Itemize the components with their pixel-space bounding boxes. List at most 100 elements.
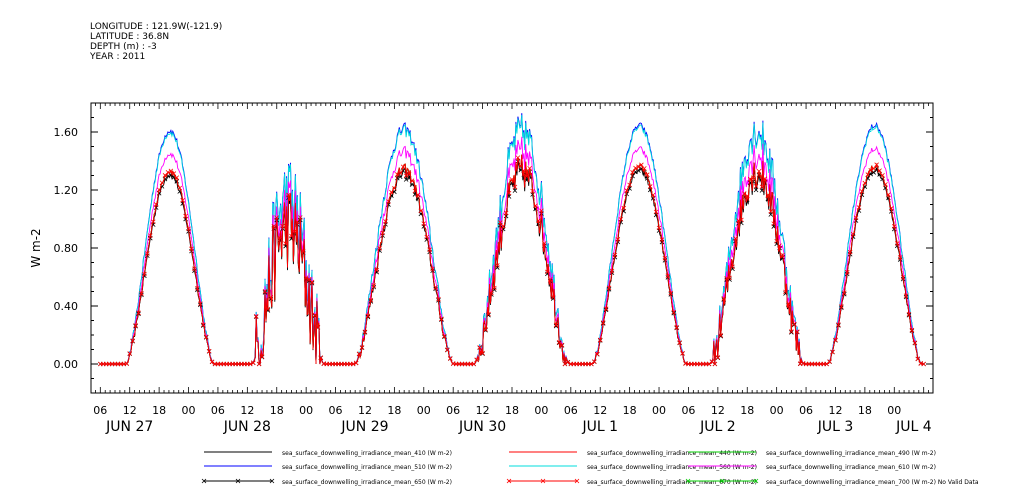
x-hour-label: 00 xyxy=(652,404,666,417)
x-hour-label: 18 xyxy=(505,404,519,417)
series-marker-8 xyxy=(356,351,362,357)
series-marker-8 xyxy=(874,162,879,167)
y-tick-label: 0.40 xyxy=(54,300,79,313)
series-marker-8 xyxy=(486,311,491,317)
series-marker-8 xyxy=(906,311,912,317)
legend-label-7: sea_surface_downwelling_irradiance_mean_… xyxy=(282,479,452,486)
series-marker-8 xyxy=(730,264,735,270)
series-marker-8 xyxy=(606,285,612,291)
series-marker-8 xyxy=(436,296,441,302)
series-marker-8 xyxy=(630,170,635,175)
series-marker-8 xyxy=(248,361,253,367)
year-label: YEAR : 2011 xyxy=(90,52,146,62)
series-marker-8 xyxy=(395,172,400,177)
x-hour-label: 18 xyxy=(387,404,401,417)
series-marker-8 xyxy=(303,275,309,280)
x-date-label: JUL 3 xyxy=(817,419,854,435)
series-marker-8 xyxy=(521,168,527,173)
series-marker-7 xyxy=(871,170,876,175)
x-date-label: JUN 28 xyxy=(223,419,271,435)
series-marker-8 xyxy=(662,256,668,261)
series-marker-8 xyxy=(209,359,215,365)
series-marker-8 xyxy=(533,203,538,208)
series-marker-8 xyxy=(377,246,382,251)
series-marker-8 xyxy=(280,223,285,229)
x-hour-label: 00 xyxy=(417,404,431,417)
y-tick-label: 1.20 xyxy=(54,184,79,197)
legend: sea_surface_downwelling_irradiance_mean_… xyxy=(201,450,979,486)
series-marker-8 xyxy=(827,359,832,364)
series-marker-8 xyxy=(289,233,294,239)
series-marker-8 xyxy=(474,357,479,363)
series-marker-8 xyxy=(886,192,891,197)
series-marker-8 xyxy=(195,285,200,291)
x-hour-label: 18 xyxy=(623,404,637,417)
longitude-label: LONGITUDE : 121.9W(-121.9) xyxy=(90,22,223,32)
series-marker-8 xyxy=(771,221,776,226)
x-date-label: JUL 1 xyxy=(581,419,618,435)
series-marker-8 xyxy=(912,340,918,346)
series-marker-8 xyxy=(503,210,509,216)
x-hour-label: 06 xyxy=(564,404,578,417)
series-marker-8 xyxy=(292,229,297,234)
legend-label-4: sea_surface_downwelling_irradiance_mean_… xyxy=(282,464,452,471)
series-marker-8 xyxy=(365,313,371,319)
series-marker-8 xyxy=(750,175,756,180)
x-hour-label: 00 xyxy=(299,404,313,417)
series-marker-8 xyxy=(350,361,356,367)
series-marker-8 xyxy=(530,188,535,194)
series-marker-8 xyxy=(315,324,321,330)
series-marker-7 xyxy=(403,177,409,182)
x-hour-label: 12 xyxy=(358,404,372,417)
series-marker-8 xyxy=(742,191,747,196)
series-marker-8 xyxy=(177,185,182,191)
series-marker-8 xyxy=(844,269,850,275)
series-marker-8 xyxy=(753,183,759,189)
series-marker-8 xyxy=(774,238,779,244)
series-marker-8 xyxy=(318,355,324,360)
series-marker-8 xyxy=(133,323,138,328)
series-marker-8 xyxy=(627,182,632,188)
series-marker-8 xyxy=(312,312,318,318)
x-date-label: JUN 29 xyxy=(340,419,388,435)
series-marker-7 xyxy=(630,173,635,179)
series-marker-8 xyxy=(880,172,885,178)
series-marker-8 xyxy=(789,329,794,334)
y-axis-label: W m-2 xyxy=(29,228,43,267)
series-marker-7 xyxy=(174,179,180,184)
series-marker-7 xyxy=(644,176,650,181)
series-marker-8 xyxy=(206,348,212,354)
series-marker-8 xyxy=(180,198,185,203)
y-tick-label: 0.80 xyxy=(54,242,79,255)
series-marker-8 xyxy=(512,184,518,190)
series-marker-8 xyxy=(295,219,300,225)
series-marker-8 xyxy=(709,359,715,364)
series-marker-8 xyxy=(653,209,659,215)
series-marker-8 xyxy=(833,337,838,343)
series-marker-8 xyxy=(536,218,541,223)
axes-layer: 0.00 0.40 0.80 1.20 1.60 W m-2 06 12 18 00 06 12 18 0… xyxy=(29,102,934,435)
series-marker-8 xyxy=(656,225,662,231)
series-marker-8 xyxy=(909,327,915,333)
legend-label-3: sea_surface_downwelling_irradiance_mean_… xyxy=(766,450,936,457)
series-marker-8 xyxy=(853,215,859,221)
series-marker-8 xyxy=(615,237,621,242)
series-marker-8 xyxy=(594,351,600,357)
series-marker-8 xyxy=(624,188,629,193)
series-marker-8 xyxy=(733,236,738,241)
series-marker-8 xyxy=(794,329,800,334)
series-marker-8 xyxy=(842,290,847,296)
series-marker-8 xyxy=(259,354,265,359)
series-marker-8 xyxy=(489,290,494,296)
series-marker-8 xyxy=(565,359,571,365)
x-hour-label: 00 xyxy=(182,404,196,417)
series-marker-8 xyxy=(127,351,133,356)
legend-label-2: sea_surface_downwelling_irradiance_mean_… xyxy=(587,450,757,457)
series-marker-7 xyxy=(789,330,794,335)
series-marker-8 xyxy=(500,223,506,229)
series-marker-7 xyxy=(512,188,518,193)
legend-marker-7 xyxy=(269,478,275,484)
x-hour-label: 00 xyxy=(770,404,784,417)
x-hour-label: 18 xyxy=(152,404,166,417)
x-date-label: JUN 27 xyxy=(105,419,153,435)
